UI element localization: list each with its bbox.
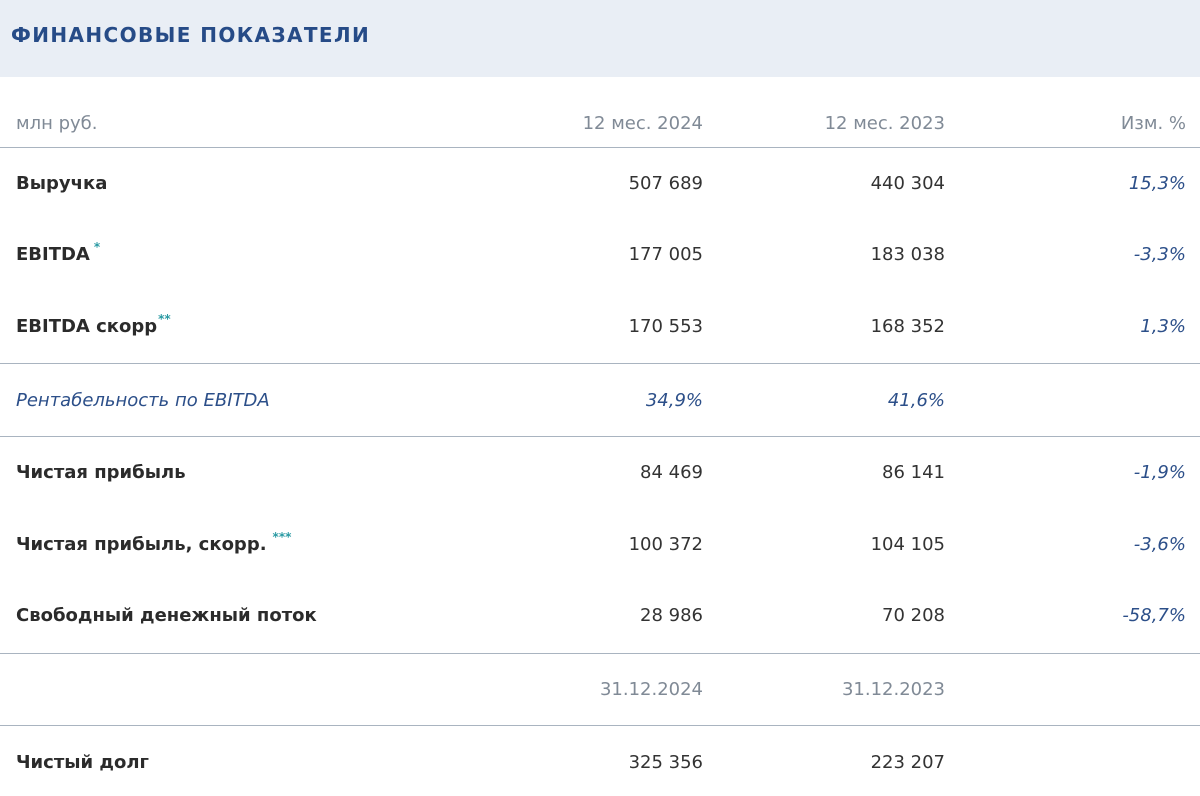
- divider: [0, 363, 1200, 364]
- date-header-2024: 31.12.2024: [599, 679, 703, 700]
- row-label-ebitda: EBITDA *: [16, 240, 101, 265]
- net-profit-2024: 84 469: [640, 462, 703, 483]
- row-label-ebitda-adjusted: EBITDA скорр**: [16, 312, 171, 337]
- divider: [0, 147, 1200, 148]
- column-header-2023: 12 мес. 2023: [824, 113, 945, 134]
- free-cash-flow-change: -58,7%: [1122, 605, 1186, 626]
- revenue-2024: 507 689: [628, 173, 703, 194]
- title-bar: ФИНАНСОВЫЕ ПОКАЗАТЕЛИ: [0, 0, 1200, 77]
- ebitda-2023: 183 038: [870, 244, 945, 265]
- ebitda-2024: 177 005: [628, 244, 703, 265]
- date-header-2023: 31.12.2023: [841, 679, 945, 700]
- row-label-net-profit-adjusted: Чистая прибыль, скорр. ***: [16, 530, 292, 555]
- divider: [0, 436, 1200, 437]
- divider: [0, 725, 1200, 726]
- ebitda-change: -3,3%: [1133, 244, 1186, 265]
- ebitda-margin-2023: 41,6%: [887, 390, 945, 411]
- row-label-revenue: Выручка: [16, 173, 108, 194]
- net-debt-2023: 223 207: [870, 752, 945, 773]
- revenue-change: 15,3%: [1128, 173, 1186, 194]
- footnote-marker: *: [93, 240, 101, 254]
- row-label-net-debt: Чистый долг: [16, 752, 149, 773]
- ebitda-adjusted-change: 1,3%: [1140, 316, 1186, 337]
- net-debt-2024: 325 356: [628, 752, 703, 773]
- row-label-net-profit: Чистая прибыль: [16, 462, 186, 483]
- row-label-free-cash-flow: Свободный денежный поток: [16, 605, 317, 626]
- ebitda-adjusted-2024: 170 553: [628, 316, 703, 337]
- free-cash-flow-2023: 70 208: [882, 605, 945, 626]
- units-label: млн руб.: [16, 113, 98, 134]
- ebitda-margin-2024: 34,9%: [645, 390, 703, 411]
- free-cash-flow-2024: 28 986: [640, 605, 703, 626]
- page-title: ФИНАНСОВЫЕ ПОКАЗАТЕЛИ: [11, 23, 371, 47]
- revenue-2023: 440 304: [870, 173, 945, 194]
- footnote-marker: ***: [272, 530, 292, 544]
- net-profit-adjusted-2024: 100 372: [628, 534, 703, 555]
- divider: [0, 653, 1200, 654]
- net-profit-adjusted-2023: 104 105: [870, 534, 945, 555]
- net-profit-adjusted-change: -3,6%: [1133, 534, 1186, 555]
- net-profit-change: -1,9%: [1133, 462, 1186, 483]
- net-profit-2023: 86 141: [882, 462, 945, 483]
- row-label-ebitda-margin: Рентабельность по EBITDA: [16, 390, 270, 411]
- column-header-2024: 12 мес. 2024: [582, 113, 703, 134]
- ebitda-adjusted-2023: 168 352: [870, 316, 945, 337]
- footnote-marker: **: [158, 312, 171, 326]
- column-header-change: Изм. %: [1120, 113, 1186, 134]
